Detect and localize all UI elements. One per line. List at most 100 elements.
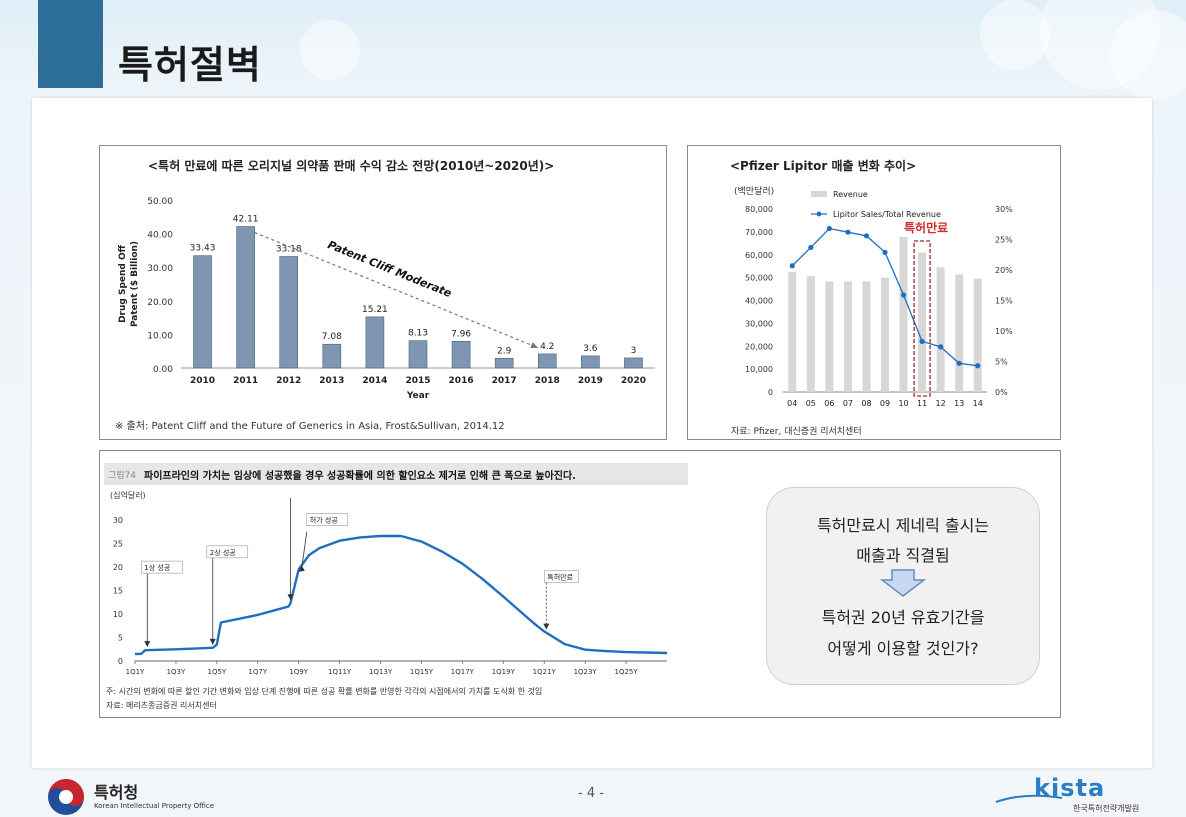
x-tick-label: 2011 bbox=[233, 376, 258, 386]
x-tick-label: 1Q7Y bbox=[248, 668, 267, 676]
legend-ratio-marker bbox=[816, 211, 822, 217]
y-tick-label: 20.00 bbox=[147, 298, 173, 308]
y-tick-label: 50.00 bbox=[147, 197, 173, 207]
bar bbox=[494, 357, 514, 369]
revenue-bar bbox=[862, 281, 871, 392]
bar bbox=[624, 357, 643, 369]
right-y-tick-label: 25% bbox=[995, 236, 1013, 245]
right-y-tick-label: 0% bbox=[995, 388, 1008, 397]
spend-chart-title: <특허 만료에 따른 오리지널 의약품 판매 수익 감소 전망(2010년~20… bbox=[148, 159, 555, 173]
lipitor-chart-panel bbox=[687, 145, 1061, 440]
trend-arrow-head bbox=[530, 342, 539, 348]
y-tick-label: 30 bbox=[113, 516, 123, 525]
x-tick-label: 2012 bbox=[276, 376, 301, 386]
spend-chart: 0.00 10.00 20.00 30.00 40.00 50.00 33.43 2010 42… bbox=[118, 197, 655, 401]
annotation-arrowhead bbox=[209, 638, 216, 645]
x-tick-label: 2020 bbox=[621, 376, 646, 386]
slide-title: 특허절벽 bbox=[118, 43, 262, 87]
pipeline-chart: 0 5 10 15 20 25 30 1Q1Y 1Q3Y 1Q5Y 1Q7Y 1Q9Y 1Q11Y 1Q1… bbox=[113, 498, 668, 676]
revenue-bar bbox=[788, 271, 797, 392]
y-tick-label: 0 bbox=[118, 657, 123, 666]
revenue-bar bbox=[973, 278, 982, 392]
ratio-point bbox=[863, 233, 870, 239]
left-y-tick-label: 40,000 bbox=[745, 297, 773, 306]
x-tick-label: 2010 bbox=[190, 376, 215, 386]
bar bbox=[451, 340, 471, 369]
ratio-point bbox=[975, 363, 981, 369]
x-tick-label: 1Q23Y bbox=[574, 668, 598, 676]
callout-line-3: 특허권 20년 유효기간을 bbox=[821, 608, 985, 627]
annotation-label: 1상 성공 bbox=[144, 563, 171, 572]
x-axis-title: Year bbox=[406, 391, 430, 401]
x-tick-label: 1Q9Y bbox=[289, 668, 308, 676]
x-tick-label: 13 bbox=[954, 399, 964, 408]
x-tick-label: 2014 bbox=[362, 376, 387, 386]
y-tick-label: 5 bbox=[118, 634, 123, 643]
x-tick-label: 06 bbox=[824, 399, 834, 408]
annotation-label: 허가 성공 bbox=[310, 516, 339, 525]
y-tick-label: 25 bbox=[113, 540, 123, 549]
bar-value-label: 3.6 bbox=[583, 344, 598, 354]
bar-value-label: 7.08 bbox=[322, 332, 342, 342]
y-axis-title-line1: Drug Spend Off bbox=[118, 244, 128, 323]
kipo-logo-icon bbox=[48, 779, 84, 815]
bar-value-label: 7.96 bbox=[451, 329, 471, 339]
kista-sub: 한국특허전략개발원 bbox=[1073, 804, 1140, 813]
callout-box: 특허만료시 제네릭 출시는 매출과 직결됨 특허권 20년 유효기간을 어떻게 … bbox=[766, 487, 1040, 685]
x-tick-label: 1Q17Y bbox=[451, 668, 475, 676]
ratio-point bbox=[938, 344, 944, 350]
pipeline-unit-label: (십억달러) bbox=[110, 491, 146, 500]
bar-value-label: 15.21 bbox=[362, 305, 388, 315]
x-tick-label: 2017 bbox=[492, 376, 517, 386]
left-y-tick-label: 10,000 bbox=[745, 365, 773, 374]
right-y-tick-label: 30% bbox=[995, 205, 1013, 214]
bar-value-label: 8.13 bbox=[408, 329, 428, 339]
patent-expiry-highlight-box bbox=[913, 240, 931, 397]
y-tick-label: 0.00 bbox=[153, 365, 173, 375]
revenue-bar bbox=[955, 274, 964, 392]
ratio-point bbox=[826, 225, 832, 232]
bar bbox=[322, 343, 342, 369]
bar bbox=[279, 256, 299, 369]
bar bbox=[193, 255, 212, 369]
pipeline-source: 자료: 메리츠종금증권 리서치센터 bbox=[106, 701, 217, 710]
x-tick-label: 1Q25Y bbox=[614, 668, 638, 676]
x-tick-label: 1Q15Y bbox=[410, 668, 434, 676]
annotation-label: 특허만료 bbox=[547, 573, 573, 582]
left-y-tick-label: 70,000 bbox=[745, 228, 773, 237]
bar bbox=[236, 226, 255, 369]
left-y-tick-label: 20,000 bbox=[745, 342, 773, 351]
x-tick-label: 14 bbox=[973, 399, 983, 408]
y-tick-label: 40.00 bbox=[147, 231, 173, 241]
callout-line-1: 특허만료시 제네릭 출시는 bbox=[816, 516, 990, 535]
ratio-point bbox=[808, 244, 814, 251]
lipitor-chart: 0 10,000 20,000 30,000 40,000 50,000 60,000 70,… bbox=[745, 190, 1013, 408]
left-y-tick-label: 50,000 bbox=[745, 274, 773, 283]
pipeline-note: 주: 시간의 변화에 따른 할인 기간 변화와 임상 단계 진행에 따른 성공 … bbox=[106, 687, 543, 696]
background-bubble bbox=[980, 0, 1050, 70]
x-tick-label: 05 bbox=[806, 399, 816, 408]
x-tick-label: 2019 bbox=[578, 376, 603, 386]
x-tick-label: 1Q13Y bbox=[369, 668, 393, 676]
bar-value-label: 4.2 bbox=[540, 342, 554, 352]
pipeline-value-line bbox=[135, 534, 668, 656]
right-y-tick-label: 20% bbox=[995, 266, 1013, 275]
y-tick-label: 15 bbox=[113, 587, 123, 596]
x-tick-label: 07 bbox=[843, 399, 853, 408]
down-arrow-icon bbox=[880, 569, 926, 597]
x-tick-label: 2015 bbox=[405, 376, 430, 386]
bar-value-label: 33.43 bbox=[190, 244, 216, 254]
x-tick-label: 1Q5Y bbox=[207, 668, 226, 676]
bar-value-label: 42.11 bbox=[233, 215, 259, 225]
revenue-bar bbox=[918, 252, 927, 392]
left-y-tick-label: 30,000 bbox=[745, 319, 773, 328]
revenue-bar bbox=[806, 275, 815, 392]
x-tick-label: 1Q21Y bbox=[533, 668, 557, 676]
revenue-bar bbox=[899, 236, 908, 392]
pipeline-title-bar bbox=[104, 463, 688, 485]
pipeline-fig-label: 그림74 bbox=[108, 471, 137, 481]
annotation-leader bbox=[301, 531, 308, 568]
annotation-arrowhead bbox=[298, 565, 305, 572]
x-tick-label: 04 bbox=[787, 399, 797, 408]
x-tick-label: 1Q3Y bbox=[167, 668, 186, 676]
